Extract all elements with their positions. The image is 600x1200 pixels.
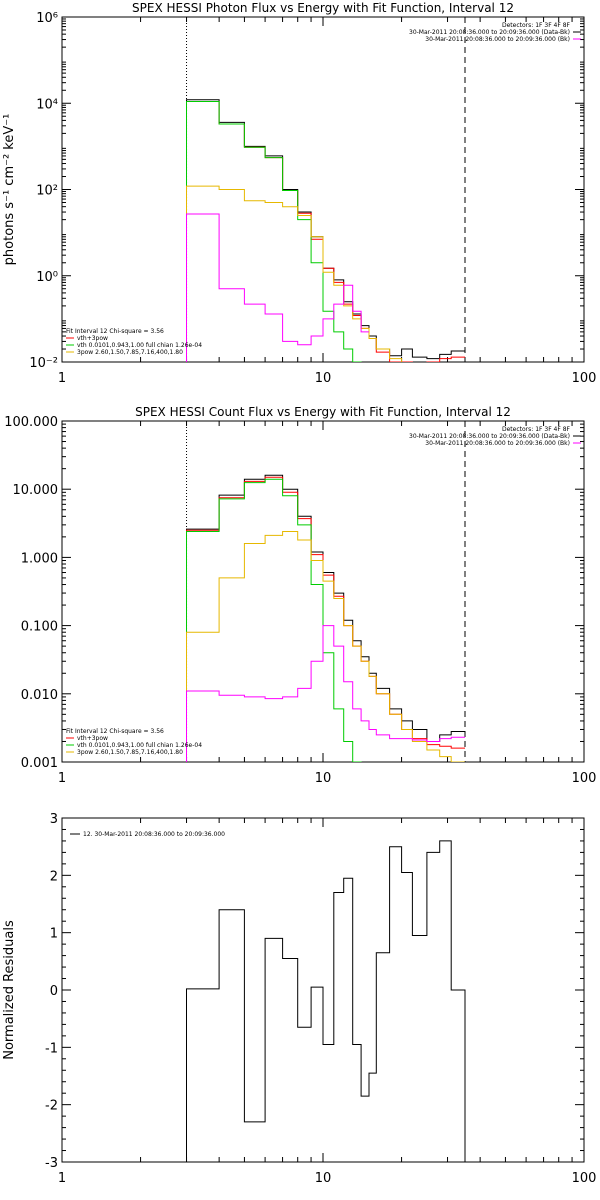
series-line-4 bbox=[186, 185, 403, 362]
legend-entry: vth+3pow bbox=[77, 735, 108, 742]
y-tick-label: 10⁰ bbox=[36, 270, 58, 285]
x-tick-label: 100 bbox=[572, 1171, 597, 1186]
panel-2: 1 10 100 0.001 0.010 0.100 1.000 10.000 100.000 S… bbox=[4, 405, 596, 786]
x-tick-label: 10 bbox=[315, 371, 332, 386]
y-tick-label: 10⁶ bbox=[36, 11, 58, 26]
legend-entry: 30-Mar-2011 20:08:36.000 to 20:09:36.000… bbox=[409, 29, 570, 36]
y-tick-label: 0.001 bbox=[21, 756, 58, 771]
y-tick-label: 10⁴ bbox=[36, 97, 58, 112]
legend-entry: Detectors: 1F 3F 4F 8F bbox=[502, 22, 571, 29]
x-tick-label: 1 bbox=[58, 1171, 66, 1186]
x-tick-label: 100 bbox=[572, 771, 597, 786]
series-line-2 bbox=[186, 101, 465, 362]
panel-3: 1 10 100 -3 -2 -1 0 1 2 3 Normalized Residuals 12. … bbox=[2, 812, 596, 1186]
legend-entry: 30-Mar-2011 20:08:36.000 to 20:09:36.000… bbox=[425, 440, 570, 447]
legend-entry: vth 0.0101,0.943,1.00 full chian 1.26e-0… bbox=[77, 742, 202, 749]
data-series-group bbox=[186, 840, 466, 1162]
x-tick-label: 1 bbox=[58, 771, 66, 786]
legend-entry: 12. 30-Mar-2011 20:08:36.000 to 20:09:36… bbox=[83, 831, 225, 838]
panel-1: 1 10 100 10⁻² 10⁰ 10² 10⁴ 10⁶ SPEX HESSI Photon … bbox=[2, 1, 596, 386]
chart-title: SPEX HESSI Count Flux vs Energy with Fit… bbox=[135, 405, 511, 419]
legend-entry: Fit Interval 12 Chi-square = 3.56 bbox=[66, 728, 164, 735]
legend-entry: 30-Mar-2011 20:08:36.000 to 20:09:36.000… bbox=[409, 433, 570, 440]
y-tick-label: 1 bbox=[50, 927, 58, 942]
y-tick-label: 0 bbox=[50, 984, 58, 999]
y-tick-label: -2 bbox=[45, 1099, 58, 1114]
series-line-2 bbox=[186, 476, 465, 762]
x-tick-label: 10 bbox=[315, 1171, 332, 1186]
y-tick-label: 2 bbox=[50, 869, 58, 884]
y-axis-label: Normalized Residuals bbox=[2, 920, 17, 1060]
y-tick-label: -3 bbox=[45, 1156, 58, 1171]
legend-entry: Detectors: 1F 3F 4F 8F bbox=[502, 426, 571, 433]
series-line-1 bbox=[186, 99, 465, 362]
legend-entry: Fit Interval 12 Chi-square = 3.56 bbox=[66, 328, 164, 335]
series-line-3 bbox=[186, 478, 362, 762]
x-tick-label: 1 bbox=[58, 371, 66, 386]
y-tick-label: 100.000 bbox=[4, 415, 58, 430]
y-tick-label: 1.000 bbox=[21, 551, 58, 566]
x-tick-label: 10 bbox=[315, 771, 332, 786]
y-tick-label: -1 bbox=[45, 1041, 58, 1056]
x-tick-label: 100 bbox=[572, 371, 597, 386]
y-tick-label: 10⁻² bbox=[29, 356, 58, 371]
data-series-group bbox=[186, 99, 465, 362]
y-tick-label: 3 bbox=[50, 812, 58, 827]
series-line-4 bbox=[186, 531, 465, 762]
series-line-1 bbox=[186, 840, 466, 1162]
legend-entry: 3pow 2.60,1.50,7.85,7.16,400,1.80 bbox=[77, 749, 183, 756]
y-axis-label: photons s⁻¹ cm⁻² keV⁻¹ bbox=[2, 114, 17, 266]
series-line-3 bbox=[186, 101, 362, 362]
series-line-5 bbox=[186, 625, 465, 762]
chart-title: SPEX HESSI Photon Flux vs Energy with Fi… bbox=[132, 1, 514, 15]
legend-entry: 30-Mar-2011 20:08:36.000 to 20:09:36.000… bbox=[425, 36, 570, 43]
y-tick-label: 10.000 bbox=[13, 483, 59, 498]
y-tick-label: 10² bbox=[36, 184, 58, 199]
legend-entry: 3pow 2.60,1.50,7.85,7.16,400,1.80 bbox=[77, 349, 183, 356]
y-tick-label: 0.100 bbox=[21, 620, 58, 635]
legend-entry: vth 0.0101,0.943,1.00 full chian 1.26e-0… bbox=[77, 342, 202, 349]
y-tick-label: 0.010 bbox=[21, 688, 58, 703]
legend-entry: vth+3pow bbox=[77, 335, 108, 342]
data-series-group bbox=[186, 474, 465, 762]
series-line-1 bbox=[186, 474, 465, 762]
series-line-5 bbox=[186, 213, 369, 362]
